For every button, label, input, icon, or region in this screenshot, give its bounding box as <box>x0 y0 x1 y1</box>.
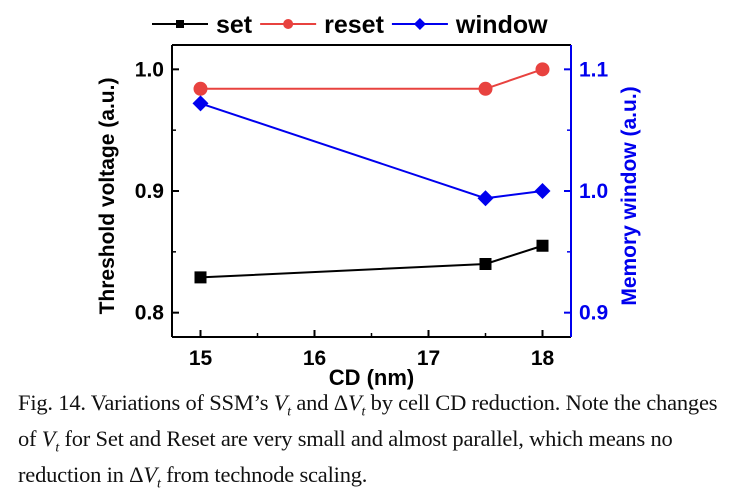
caption-text: by cell CD reduction. Note the changes o… <box>18 390 718 451</box>
x-tick-label: 17 <box>417 347 440 370</box>
data-point-reset <box>193 81 208 96</box>
legend-label-set: set <box>216 11 253 39</box>
y-tick-label: 0.8 <box>135 302 165 325</box>
y-tick-label: 0.9 <box>135 180 164 203</box>
vt-symbol: Vt <box>143 462 161 492</box>
legend-label-reset: reset <box>324 11 384 39</box>
figure-caption: Fig. 14. Variations of SSM’s Vt and ΔVt … <box>18 390 738 498</box>
data-point-reset <box>535 62 550 77</box>
x-tick-label: 15 <box>189 347 213 370</box>
x-tick-label: 18 <box>531 347 555 370</box>
caption-text: from technode scaling. <box>160 462 368 487</box>
y2-tick-label: 1.1 <box>579 58 609 81</box>
data-point-window <box>192 95 209 112</box>
data-point-set <box>194 271 207 284</box>
caption-text: Fig. 14. Variations of SSM’s <box>18 390 274 415</box>
data-point-reset <box>478 81 493 96</box>
vt-symbol: Vt <box>273 390 291 420</box>
y-axis-label: Threshold voltage (a.u.) <box>96 78 119 315</box>
y2-axis-label: Memory window (a.u.) <box>618 86 641 305</box>
vt-symbol: Vt <box>347 390 366 420</box>
legend-label-window: window <box>455 11 548 39</box>
caption-text: for Set and Reset are very small and alm… <box>18 426 673 487</box>
x-tick-label: 16 <box>303 347 326 370</box>
legend-marker-window <box>413 18 426 30</box>
y-tick-label: 1.0 <box>135 58 164 81</box>
data-point-window <box>477 190 494 207</box>
y2-tick-label: 0.9 <box>579 302 608 325</box>
legend-marker-reset <box>283 19 294 29</box>
y2-tick-label: 1.0 <box>579 180 608 203</box>
vt-symbol: Vt <box>41 426 60 456</box>
caption-text: and Δ <box>290 390 348 415</box>
x-axis-label: CD (nm) <box>329 365 415 390</box>
legend-marker-set <box>176 20 184 28</box>
data-point-window <box>534 183 551 199</box>
series-line-window <box>200 102 543 200</box>
data-point-set <box>536 239 549 252</box>
data-point-set <box>479 258 492 270</box>
chart: 15 16 17 18 0.8 0.9 1.0 0.9 1.0 1.1 CD (nm) Thresho… <box>96 11 641 390</box>
